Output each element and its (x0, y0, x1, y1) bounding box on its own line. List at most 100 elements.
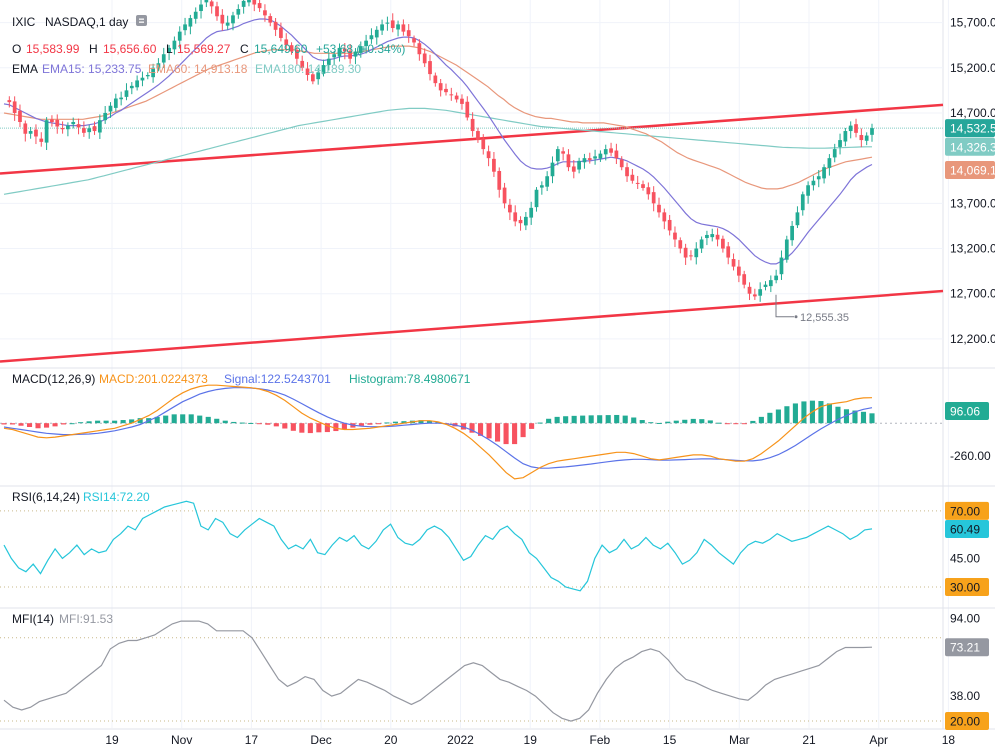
price-tag (945, 160, 995, 179)
macd-histogram-bar (869, 413, 875, 424)
candle-body (140, 77, 145, 81)
candle-body (524, 216, 528, 226)
macd-histogram-bar (222, 420, 228, 424)
candle-body (7, 100, 12, 103)
candle-body (385, 22, 390, 24)
candle-body (609, 148, 613, 153)
macd-histogram-bar (239, 422, 245, 424)
macd-histogram-bar (733, 423, 739, 425)
candle-body (12, 101, 17, 113)
macd-histogram-bar (801, 401, 807, 424)
x-tick-label: Dec (310, 733, 331, 747)
candle-body (726, 246, 731, 258)
candle-body (145, 75, 150, 77)
candle-body (811, 180, 816, 186)
mfi-line (3, 620, 873, 722)
candle-body (864, 135, 869, 141)
x-tick-label: 21 (802, 733, 816, 747)
candle-body (273, 21, 278, 30)
price-pane[interactable]: 12,555.35 (0, 0, 944, 363)
candle-body (92, 126, 97, 132)
macd-histogram-bar (384, 422, 390, 424)
macd-histogram-bar (529, 423, 535, 429)
macd-histogram-bar (852, 410, 858, 424)
candle-body (236, 9, 241, 15)
candle-body (502, 187, 507, 204)
price-tick-label: 13,700.00 (950, 196, 995, 210)
candle-body (508, 204, 512, 213)
macd-histogram-bar (673, 420, 679, 424)
macd-histogram-bar (103, 420, 109, 424)
candle-body (657, 204, 661, 213)
histogram-value: Histogram:78.4980671 (349, 372, 471, 386)
candle-body (34, 129, 38, 137)
macd-histogram-bar (290, 423, 296, 431)
rsi-tag (945, 519, 989, 538)
candle-body (721, 238, 725, 249)
candle-body (364, 40, 368, 47)
macd-histogram-bar (469, 423, 475, 433)
macd-histogram-bar (129, 419, 135, 424)
candle-body (76, 124, 81, 128)
price-tag-label: 14,532.5 (950, 122, 995, 136)
candle-body (539, 185, 544, 188)
candle-body (103, 112, 108, 121)
candle-body (630, 174, 635, 181)
candle-body (231, 15, 235, 24)
macd-pane[interactable] (0, 384, 943, 480)
candle-body (406, 30, 411, 37)
rsi-line (3, 500, 873, 592)
settings-icon[interactable] (136, 15, 147, 26)
candle-body (571, 166, 576, 172)
candle-body (673, 232, 677, 240)
rsi-tag-label: 60.49 (950, 522, 980, 536)
candle-body (135, 80, 139, 88)
candle-body (694, 248, 699, 258)
candle-body (768, 280, 773, 287)
candle-body (342, 48, 347, 52)
macd-tick-label: -260.00 (950, 449, 991, 463)
candle-body (763, 284, 768, 288)
x-tick-label: Mar (729, 733, 750, 747)
ema15-value: EMA15: 15,233.75 (42, 62, 142, 76)
macd-histogram-bar (707, 420, 713, 424)
candle-body (60, 127, 65, 130)
candle-body (97, 120, 102, 133)
candle-body (55, 119, 60, 127)
candle-body (310, 74, 315, 82)
candle-body (183, 24, 187, 31)
candle-body (625, 167, 629, 177)
x-tick-label: 15 (663, 733, 677, 747)
macd-histogram-bar (588, 415, 594, 424)
candle-body (337, 47, 342, 57)
low-label: L (166, 42, 173, 56)
mfi-tick-label: 94.00 (950, 611, 980, 625)
x-tick-label: Apr (869, 733, 888, 747)
candle-body (284, 39, 289, 46)
rsi-value: RSI14:72.20 (83, 490, 150, 504)
price-tick-label: 13,200.00 (950, 242, 995, 256)
macd-histogram-bar (792, 403, 798, 424)
candle-body (715, 234, 720, 240)
macd-histogram-bar (137, 418, 143, 424)
candle-body (156, 63, 161, 69)
candle-body (396, 24, 400, 30)
rsi-pane[interactable] (0, 500, 943, 592)
macd-histogram-bar (435, 421, 441, 424)
macd-histogram-bar (775, 409, 781, 424)
candle-body (193, 11, 198, 19)
macd-histogram-bar (835, 406, 841, 424)
x-tick-label: Feb (590, 733, 611, 747)
mfi-pane[interactable] (0, 620, 943, 722)
candle-body (518, 219, 523, 224)
candle-body (619, 159, 624, 168)
price-tick-label: 14,700.00 (950, 106, 995, 120)
macd-histogram-bar (554, 416, 560, 424)
symbol[interactable]: IXIC (12, 15, 36, 29)
candle-body (412, 38, 416, 43)
candle-body (23, 123, 28, 134)
candle-body (289, 45, 294, 52)
ema180-value: EMA180: 14,189.30 (255, 62, 361, 76)
macd-tag-label: 96.06 (950, 405, 980, 419)
